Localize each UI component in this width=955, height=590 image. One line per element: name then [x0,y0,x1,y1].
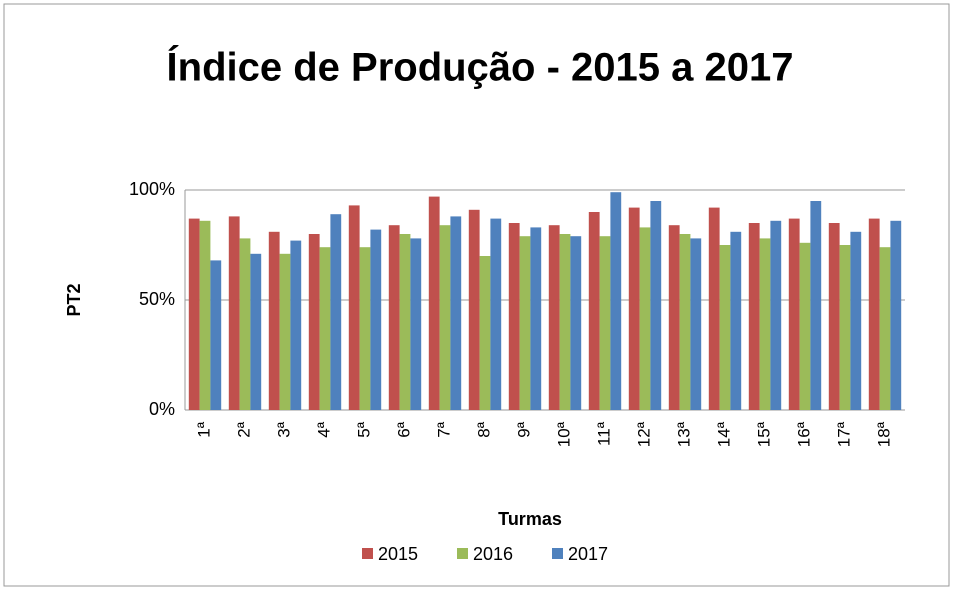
x-tick-label: 3ª [274,421,293,437]
bar [788,218,800,410]
bar [450,216,462,410]
bar [370,229,382,410]
legend-label: 2015 [378,544,418,564]
bar [690,238,702,410]
bar [319,247,331,410]
bar [879,247,891,410]
y-tick-label: 50% [139,289,175,309]
x-tick-label: 16ª [794,421,813,447]
bar [330,214,342,410]
legend-swatch [362,548,373,559]
bar [519,236,531,410]
bar [359,247,371,410]
x-tick-label: 6ª [394,421,413,437]
bar [799,242,811,410]
bar [759,238,771,410]
x-tick-label: 10ª [554,421,573,447]
chart-title: Índice de Produção - 2015 a 2017 [167,45,794,90]
bar [308,234,320,410]
x-tick-label: 14ª [714,421,733,447]
x-tick-label: 8ª [474,421,493,437]
bar [228,216,240,410]
legend-label: 2016 [473,544,513,564]
bar [588,212,600,410]
bar [668,225,680,410]
bar [770,220,782,410]
bar [868,218,880,410]
bar [748,223,760,410]
bar [199,220,211,410]
bar [839,245,851,410]
bar [279,253,291,410]
bar [530,227,542,410]
bar [268,231,280,410]
bar [719,245,731,410]
bar [348,205,360,410]
bar [388,225,400,410]
x-tick-label: 11ª [594,421,613,446]
bar [399,234,411,410]
x-tick-label: 5ª [354,421,373,437]
x-tick-label: 2ª [234,421,253,437]
bar [250,253,262,410]
y-tick-label: 100% [129,179,175,199]
bar [570,236,582,410]
bar [599,236,611,410]
bar [410,238,422,410]
legend-swatch [457,548,468,559]
bar [479,256,491,410]
x-tick-label: 18ª [874,421,893,447]
bar [708,207,720,410]
legend-label: 2017 [568,544,608,564]
x-tick-label: 7ª [434,421,453,437]
bar [890,220,902,410]
bar [239,238,251,410]
bar [508,223,520,410]
bar [730,231,742,410]
bar [610,192,622,410]
x-tick-label: 13ª [674,421,693,447]
bar [468,209,480,410]
bar [210,260,222,410]
legend-swatch [552,548,563,559]
bar [428,196,440,410]
bar [559,234,571,410]
x-tick-label: 4ª [314,421,333,437]
bar [439,225,451,410]
bar [188,218,200,410]
bar [548,225,560,410]
x-axis-title: Turmas [498,509,562,529]
y-tick-label: 0% [149,399,175,419]
x-tick-label: 17ª [834,421,853,447]
bar [850,231,862,410]
x-tick-label: 1ª [194,421,213,437]
bar [650,201,662,410]
bar [828,223,840,410]
bar [810,201,822,410]
bar [490,218,502,410]
y-axis-title: PT2 [64,283,84,316]
x-tick-label: 15ª [754,421,773,447]
x-tick-label: 9ª [514,421,533,437]
bar [679,234,691,410]
x-tick-label: 12ª [634,421,653,447]
bar [628,207,640,410]
bar [639,227,651,410]
bar [290,240,302,410]
